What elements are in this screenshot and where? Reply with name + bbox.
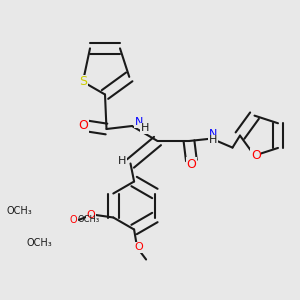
Text: O: O xyxy=(70,215,77,225)
Text: N: N xyxy=(134,117,143,128)
Text: S: S xyxy=(79,75,87,88)
Text: OCH₃: OCH₃ xyxy=(26,238,52,248)
Text: O: O xyxy=(86,209,95,220)
Text: O: O xyxy=(134,242,143,253)
Text: H: H xyxy=(118,155,126,166)
Text: H: H xyxy=(209,135,217,146)
Text: N: N xyxy=(209,129,217,140)
Text: OCH₃: OCH₃ xyxy=(7,206,32,217)
Text: O: O xyxy=(187,158,196,171)
Text: O: O xyxy=(79,119,88,133)
Text: OCH₃: OCH₃ xyxy=(78,215,100,224)
Text: O: O xyxy=(251,149,261,162)
Text: H: H xyxy=(140,123,149,134)
